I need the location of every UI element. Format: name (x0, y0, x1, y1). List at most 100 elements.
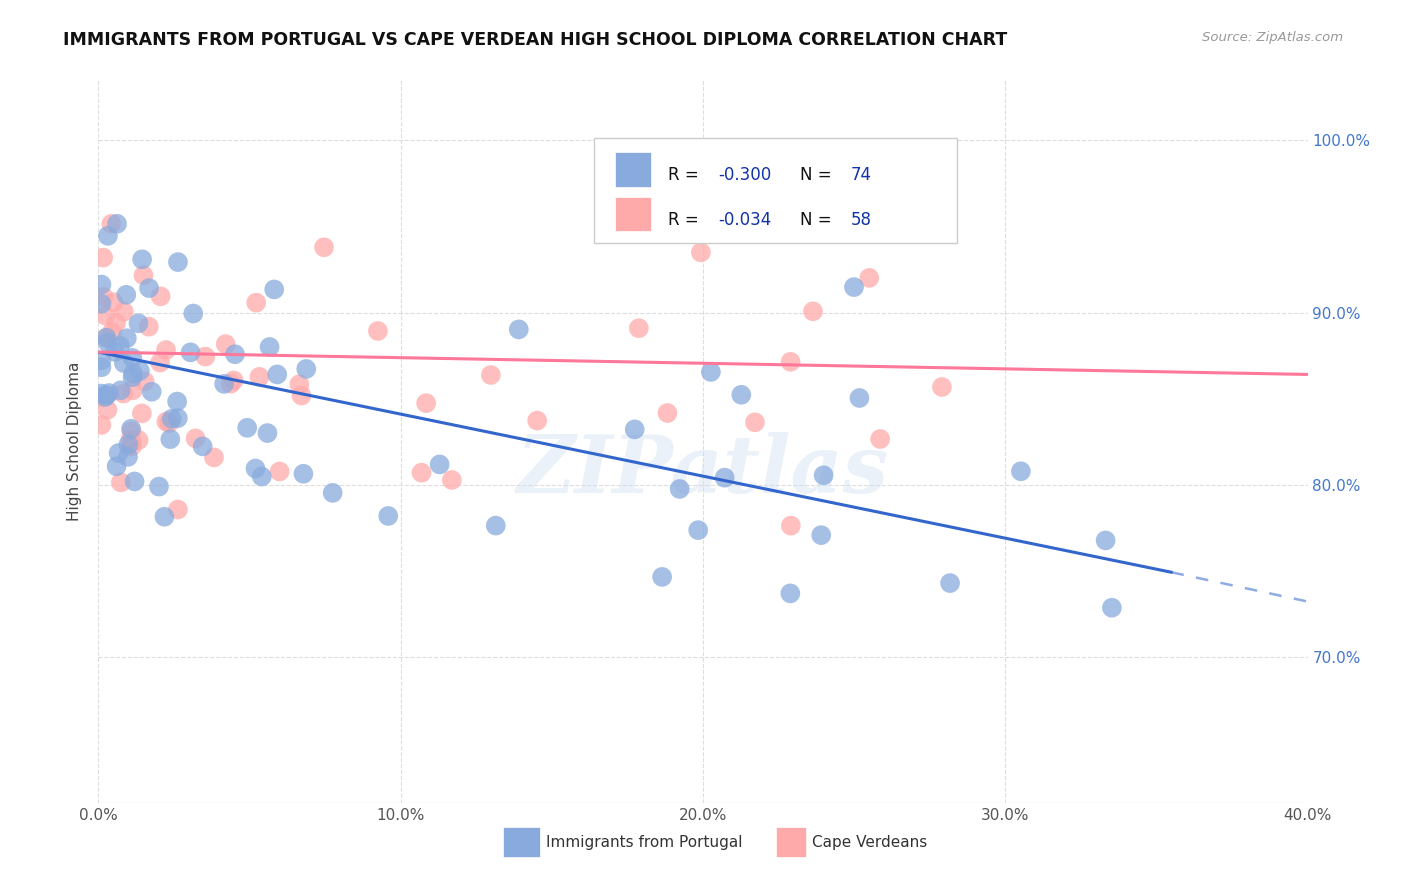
Point (842, 280, 865, 294)
Point (180, 345, 202, 359)
Point (288, 377, 311, 392)
Text: R =: R = (668, 166, 704, 185)
Text: -0.034: -0.034 (718, 211, 772, 228)
FancyBboxPatch shape (614, 152, 651, 186)
Point (129, 364, 152, 378)
Point (112, 356, 135, 370)
Point (479, 368, 502, 382)
Point (526, 413, 548, 427)
Point (96, 331, 118, 345)
Point (105, 459, 128, 474)
Point (245, 461, 267, 475)
Point (411, 466, 433, 480)
Point (688, 523, 710, 537)
Point (121, 370, 143, 384)
Point (157, 416, 180, 430)
Point (700, 365, 723, 379)
Point (107, 446, 129, 460)
Point (159, 432, 181, 446)
Point (779, 518, 801, 533)
Point (112, 304, 135, 318)
Point (1010, 464, 1032, 478)
Point (690, 245, 713, 260)
Point (90, 417, 112, 432)
Point (181, 306, 204, 320)
Point (869, 432, 891, 446)
Point (160, 412, 183, 426)
Point (219, 376, 242, 391)
Point (212, 376, 235, 391)
Point (312, 240, 335, 254)
Text: -0.300: -0.300 (718, 166, 772, 185)
Point (90, 297, 112, 311)
Text: IMMIGRANTS FROM PORTUGAL VS CAPE VERDEAN HIGH SCHOOL DIPLOMA CORRELATION CHART: IMMIGRANTS FROM PORTUGAL VS CAPE VERDEAN… (63, 31, 1008, 49)
Point (134, 375, 156, 389)
Point (367, 324, 389, 338)
Point (108, 339, 131, 353)
Point (651, 570, 673, 584)
Point (779, 586, 801, 600)
Text: Immigrants from Portugal: Immigrants from Portugal (546, 835, 742, 850)
Point (94, 309, 117, 323)
FancyBboxPatch shape (595, 138, 957, 243)
Point (167, 502, 190, 516)
Point (657, 406, 679, 420)
Point (110, 475, 132, 490)
Point (131, 252, 153, 267)
Point (138, 319, 160, 334)
Point (104, 344, 127, 359)
Point (96, 402, 118, 417)
Point (128, 316, 150, 330)
Point (250, 469, 273, 483)
Point (256, 425, 278, 440)
Point (166, 411, 188, 425)
Point (90, 353, 112, 368)
Text: N =: N = (800, 211, 837, 228)
Point (121, 439, 143, 453)
Text: 58: 58 (851, 211, 872, 228)
Point (91, 251, 114, 265)
Text: Cape Verdeans: Cape Verdeans (811, 835, 927, 850)
FancyBboxPatch shape (776, 827, 806, 857)
Point (292, 467, 315, 481)
Point (96, 388, 118, 402)
FancyBboxPatch shape (614, 197, 651, 231)
Point (96, 335, 118, 350)
Point (858, 271, 880, 285)
Point (131, 406, 153, 420)
Point (485, 518, 508, 533)
Point (415, 396, 437, 410)
Point (249, 369, 271, 384)
Point (166, 394, 188, 409)
Point (153, 509, 176, 524)
Point (194, 350, 217, 364)
Point (96, 331, 118, 345)
Point (121, 435, 143, 450)
Point (259, 340, 281, 354)
Point (94, 390, 117, 404)
Point (122, 367, 145, 381)
Point (184, 431, 207, 445)
Text: ZIPatlas: ZIPatlas (517, 432, 889, 509)
Point (939, 576, 962, 591)
Point (121, 351, 143, 365)
Point (90, 360, 112, 375)
Point (191, 439, 214, 453)
Point (103, 295, 125, 310)
Point (132, 268, 155, 283)
Point (149, 355, 172, 369)
Point (290, 388, 312, 402)
Point (124, 475, 146, 489)
Point (155, 343, 177, 357)
Point (377, 508, 399, 523)
Point (429, 458, 451, 472)
Text: 74: 74 (851, 166, 872, 185)
Y-axis label: High School Diploma: High School Diploma (67, 362, 83, 521)
Point (112, 386, 135, 401)
Point (98, 386, 121, 401)
Point (779, 355, 801, 369)
Point (115, 331, 138, 345)
Point (100, 217, 122, 231)
Point (322, 486, 344, 500)
Point (730, 388, 752, 402)
